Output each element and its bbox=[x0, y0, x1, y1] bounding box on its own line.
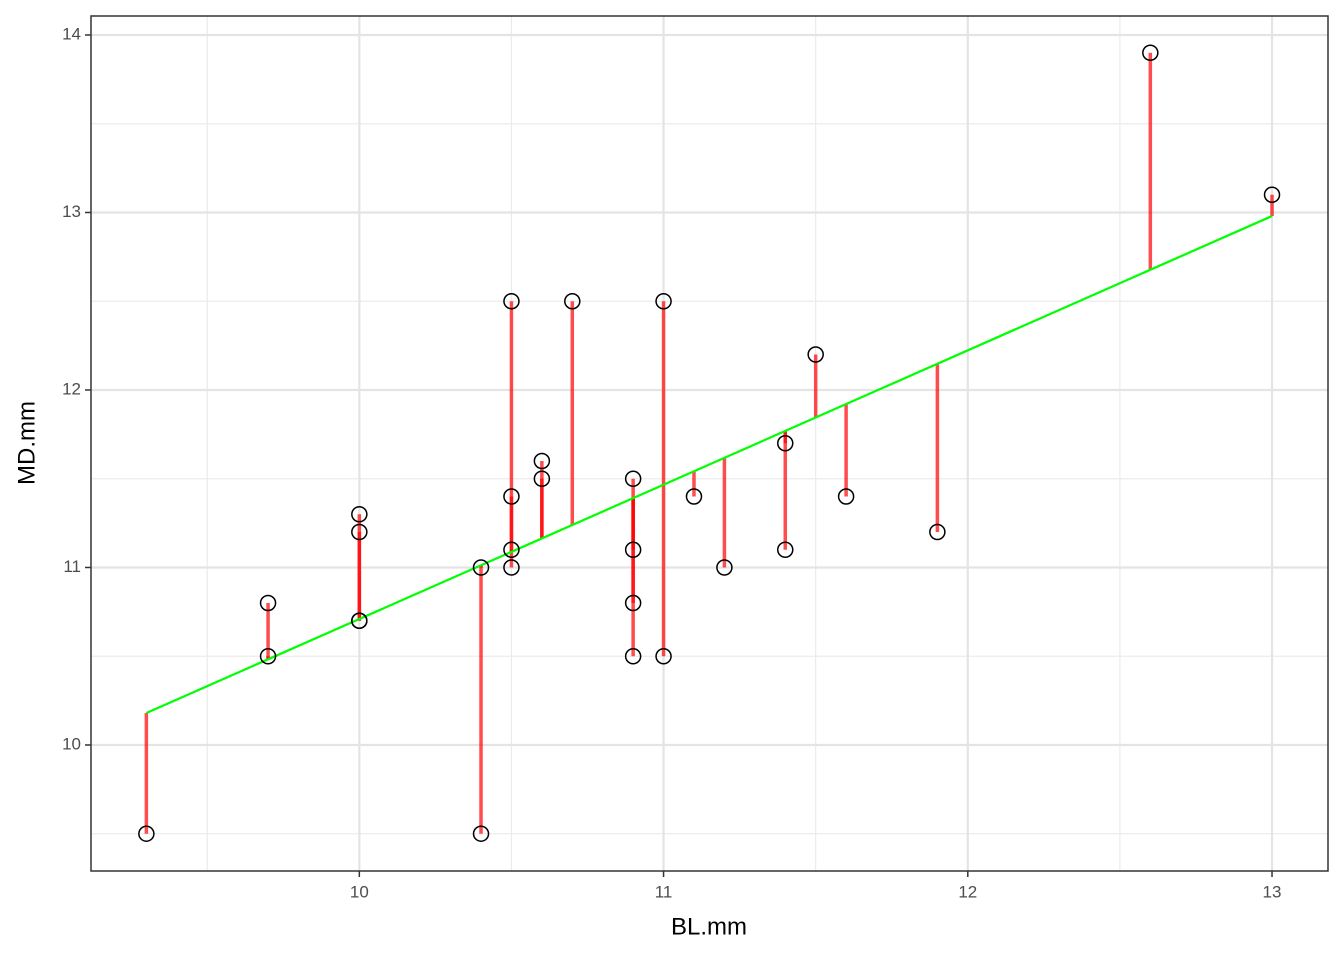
point bbox=[351, 505, 368, 523]
point bbox=[837, 488, 855, 505]
point bbox=[503, 488, 520, 505]
point bbox=[503, 559, 520, 576]
x-axis-label: BL.mm bbox=[671, 913, 747, 940]
panel-border bbox=[90, 15, 1329, 872]
y-tick-label: 11 bbox=[63, 557, 81, 576]
x-tick-label: 10 bbox=[350, 882, 369, 901]
x-tick-label: 11 bbox=[655, 882, 673, 901]
point bbox=[624, 647, 642, 665]
point bbox=[685, 488, 703, 505]
point bbox=[655, 647, 672, 665]
point bbox=[503, 541, 520, 558]
point bbox=[929, 523, 946, 541]
point bbox=[1142, 44, 1159, 61]
point bbox=[259, 647, 277, 665]
point bbox=[533, 452, 551, 470]
point bbox=[1263, 186, 1281, 203]
point bbox=[472, 559, 490, 576]
x-tick-label: 13 bbox=[1263, 882, 1282, 901]
point bbox=[624, 470, 642, 487]
point bbox=[533, 470, 551, 487]
point bbox=[807, 346, 824, 363]
y-axis-label: MD.mm bbox=[13, 401, 40, 485]
y-tick-label: 12 bbox=[62, 379, 81, 398]
point bbox=[351, 523, 368, 541]
point bbox=[624, 541, 642, 558]
fit-line bbox=[145, 215, 1273, 715]
point bbox=[503, 292, 520, 310]
point bbox=[138, 825, 155, 842]
x-tick-label: 12 bbox=[958, 882, 977, 901]
point bbox=[472, 825, 490, 842]
point bbox=[351, 612, 368, 629]
y-tick-label: 13 bbox=[62, 202, 81, 221]
point bbox=[655, 292, 672, 310]
point bbox=[259, 594, 277, 612]
y-tick-label: 14 bbox=[62, 24, 81, 43]
point bbox=[716, 559, 733, 576]
point bbox=[777, 434, 794, 452]
point bbox=[564, 292, 581, 310]
point bbox=[777, 541, 794, 558]
point bbox=[624, 594, 642, 612]
y-tick-label: 10 bbox=[62, 734, 81, 753]
